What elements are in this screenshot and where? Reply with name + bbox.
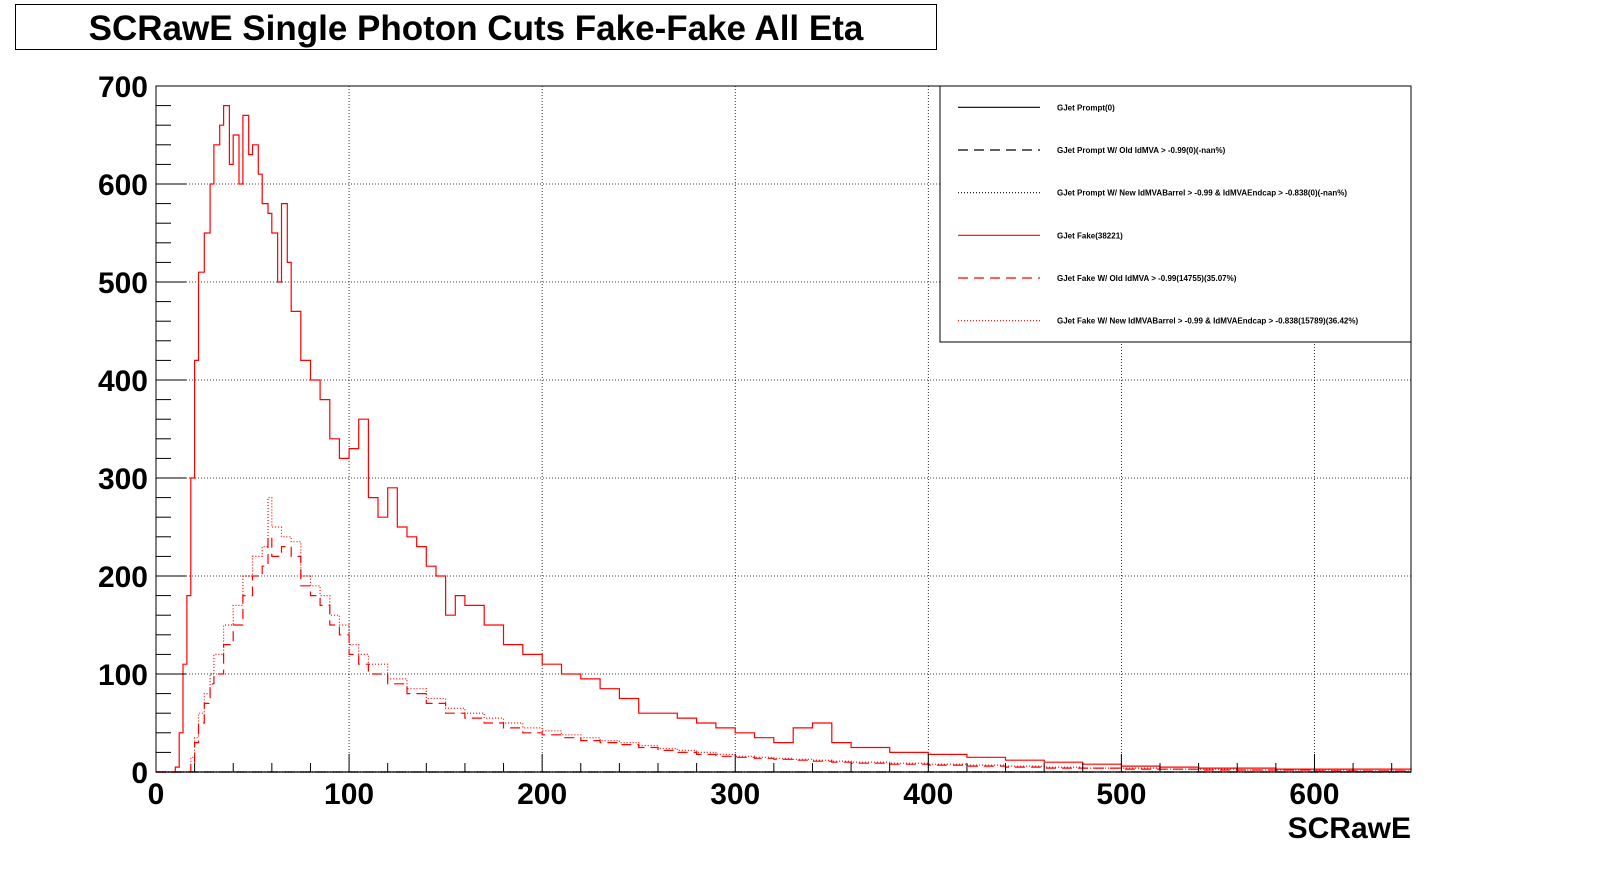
- y-tick-label: 700: [98, 71, 148, 104]
- y-tick-label: 0: [131, 757, 148, 790]
- legend-label: GJet Fake W/ New IdMVABarrel > -0.99 & I…: [1057, 317, 1358, 326]
- axes: 0 100 200 300 400 500 600 0 100 200 300 400 500 600 70…: [98, 71, 1412, 845]
- legend-label: GJet Prompt(0): [1057, 103, 1115, 112]
- x-tick-label: 400: [903, 778, 953, 811]
- x-tick-label: 300: [710, 778, 760, 811]
- series-line: [156, 497, 1411, 773]
- y-tick-label: 600: [98, 169, 148, 202]
- series-line: [156, 536, 1411, 773]
- x-tick-label: 0: [148, 778, 165, 811]
- legend-label: GJet Fake W/ Old IdMVA > -0.99(14755)(35…: [1057, 274, 1237, 283]
- x-tick-label: 600: [1289, 778, 1339, 811]
- y-tick-label: 300: [98, 463, 148, 496]
- legend: GJet Prompt(0) GJet Prompt W/ Old IdMVA >…: [939, 85, 1412, 343]
- series-line: [156, 104, 1412, 773]
- y-tick-label: 100: [98, 659, 148, 692]
- legend-label: GJet Prompt W/ New IdMVABarrel > -0.99 &…: [1057, 189, 1347, 198]
- x-tick-label: 100: [324, 778, 374, 811]
- x-axis-title: SCRawE: [1288, 812, 1411, 845]
- legend-label: GJet Prompt W/ Old IdMVA > -0.99(0)(-nan…: [1057, 146, 1226, 155]
- chart-title-box: SCRawE Single Photon Cuts Fake-Fake All …: [15, 4, 937, 50]
- y-tick-label: 200: [98, 561, 148, 594]
- plot-frame: [155, 85, 1412, 773]
- legend-label: GJet Fake(38221): [1057, 231, 1123, 240]
- x-tick-label: 500: [1096, 778, 1146, 811]
- y-tick-label: 400: [98, 365, 148, 398]
- chart-title: SCRawE Single Photon Cuts Fake-Fake All …: [88, 9, 864, 48]
- legend-box: [939, 85, 1412, 343]
- x-tick-label: 200: [517, 778, 567, 811]
- y-tick-label: 500: [98, 267, 148, 300]
